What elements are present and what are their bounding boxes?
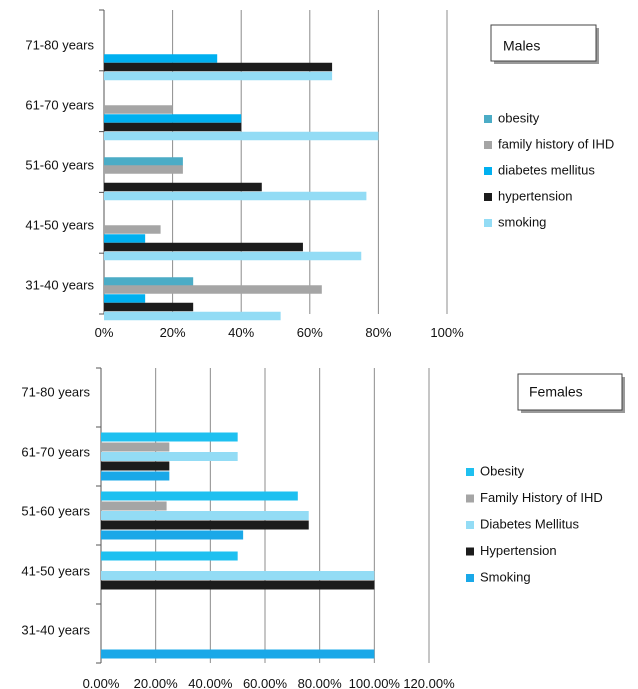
category-label: 71-80 years bbox=[25, 37, 94, 52]
x-tick-label: 40.00% bbox=[188, 676, 233, 689]
bar-family-history-of-ihd-1 bbox=[101, 442, 170, 452]
legend-label: smoking bbox=[498, 214, 546, 229]
bar-hypertension-2 bbox=[101, 520, 309, 530]
legend-label: obesity bbox=[498, 110, 540, 125]
x-tick-label: 0.00% bbox=[83, 676, 120, 689]
bar-hypertension-3 bbox=[101, 580, 375, 590]
bar-family-history-of-ihd-3 bbox=[104, 225, 161, 234]
x-tick-label: 120.00% bbox=[403, 676, 455, 689]
bar-smoking-1 bbox=[101, 471, 170, 481]
legend-label: Hypertension bbox=[480, 543, 557, 558]
legend-swatch bbox=[484, 167, 492, 175]
category-label: 61-70 years bbox=[25, 97, 94, 112]
legend-swatch bbox=[466, 574, 474, 582]
legend-label: diabetes mellitus bbox=[498, 162, 595, 177]
title-box bbox=[517, 373, 623, 411]
bar-diabetes-mellitus-0 bbox=[104, 54, 218, 63]
category-label: 41-50 years bbox=[25, 217, 94, 232]
legend-label: Family History of IHD bbox=[480, 490, 603, 505]
category-label: 71-80 years bbox=[21, 384, 90, 399]
legend-swatch bbox=[484, 115, 492, 123]
bar-hypertension-3 bbox=[104, 242, 303, 252]
bar-diabetes-mellitus-3 bbox=[101, 571, 375, 580]
bar-diabetes-mellitus-1 bbox=[101, 452, 238, 461]
bar-family-history-of-ihd-2 bbox=[104, 165, 183, 174]
category-label: 31-40 years bbox=[25, 277, 94, 292]
legend-swatch bbox=[484, 219, 492, 227]
x-tick-label: 20% bbox=[160, 325, 186, 340]
females-chart: 71-80 years 61-70 years 51-60 years 41-50 y… bbox=[21, 367, 625, 689]
legend-label: Obesity bbox=[480, 463, 525, 478]
legend-swatch bbox=[484, 141, 492, 149]
x-tick-label: 100.00% bbox=[349, 676, 401, 689]
legend-swatch bbox=[466, 468, 474, 476]
x-tick-label: 20.00% bbox=[134, 676, 179, 689]
chart-title: Males bbox=[503, 38, 540, 54]
chart-title: Females bbox=[529, 384, 583, 400]
bar-family-history-of-ihd-4 bbox=[104, 285, 322, 294]
x-tick-label: 60% bbox=[297, 325, 323, 340]
bar-hypertension-0 bbox=[104, 62, 333, 72]
bar-diabetes-mellitus-2 bbox=[101, 511, 309, 520]
males-chart: 71-80 years 61-70 years 51-60 years 41-50 y… bbox=[25, 9, 614, 340]
bar-diabetes-mellitus-1 bbox=[104, 114, 242, 123]
bar-smoking-1 bbox=[104, 131, 379, 141]
category-label: 51-60 years bbox=[25, 157, 94, 172]
bar-obesity-2 bbox=[101, 491, 298, 501]
x-tick-label: 60.00% bbox=[243, 676, 288, 689]
bar-smoking-4 bbox=[101, 649, 375, 659]
legend-label: Diabetes Mellitus bbox=[480, 516, 579, 531]
bar-hypertension-4 bbox=[104, 302, 194, 312]
legend-label: Smoking bbox=[480, 569, 531, 584]
bar-family-history-of-ihd-1 bbox=[104, 105, 173, 114]
legend-swatch bbox=[466, 547, 474, 556]
legend-swatch bbox=[484, 193, 492, 201]
bar-hypertension-1 bbox=[104, 122, 242, 132]
legend-label: family history of IHD bbox=[498, 136, 614, 151]
title-box bbox=[490, 24, 597, 62]
bar-smoking-3 bbox=[104, 251, 362, 261]
x-tick-label: 80.00% bbox=[298, 676, 343, 689]
category-label: 31-40 years bbox=[21, 622, 90, 637]
bar-obesity-4 bbox=[104, 277, 194, 286]
category-label: 51-60 years bbox=[21, 503, 90, 518]
bar-smoking-2 bbox=[104, 191, 367, 201]
bar-hypertension-2 bbox=[104, 182, 262, 192]
x-tick-label: 0% bbox=[95, 325, 114, 340]
category-label: 41-50 years bbox=[21, 563, 90, 578]
category-label: 61-70 years bbox=[21, 444, 90, 459]
x-tick-label: 100% bbox=[430, 325, 464, 340]
bar-smoking-0 bbox=[104, 71, 333, 81]
bar-obesity-3 bbox=[101, 551, 238, 561]
legend-swatch bbox=[466, 494, 474, 503]
bar-smoking-4 bbox=[104, 311, 281, 321]
bar-smoking-2 bbox=[101, 530, 244, 540]
bar-family-history-of-ihd-2 bbox=[101, 501, 167, 511]
legend-swatch bbox=[466, 521, 474, 529]
bar-obesity-2 bbox=[104, 157, 183, 166]
bar-diabetes-mellitus-3 bbox=[104, 234, 146, 243]
x-tick-label: 40% bbox=[228, 325, 254, 340]
bar-obesity-1 bbox=[101, 432, 238, 442]
x-tick-label: 80% bbox=[365, 325, 391, 340]
bar-diabetes-mellitus-4 bbox=[104, 294, 146, 303]
bar-hypertension-1 bbox=[101, 461, 170, 471]
legend-label: hypertension bbox=[498, 188, 572, 203]
